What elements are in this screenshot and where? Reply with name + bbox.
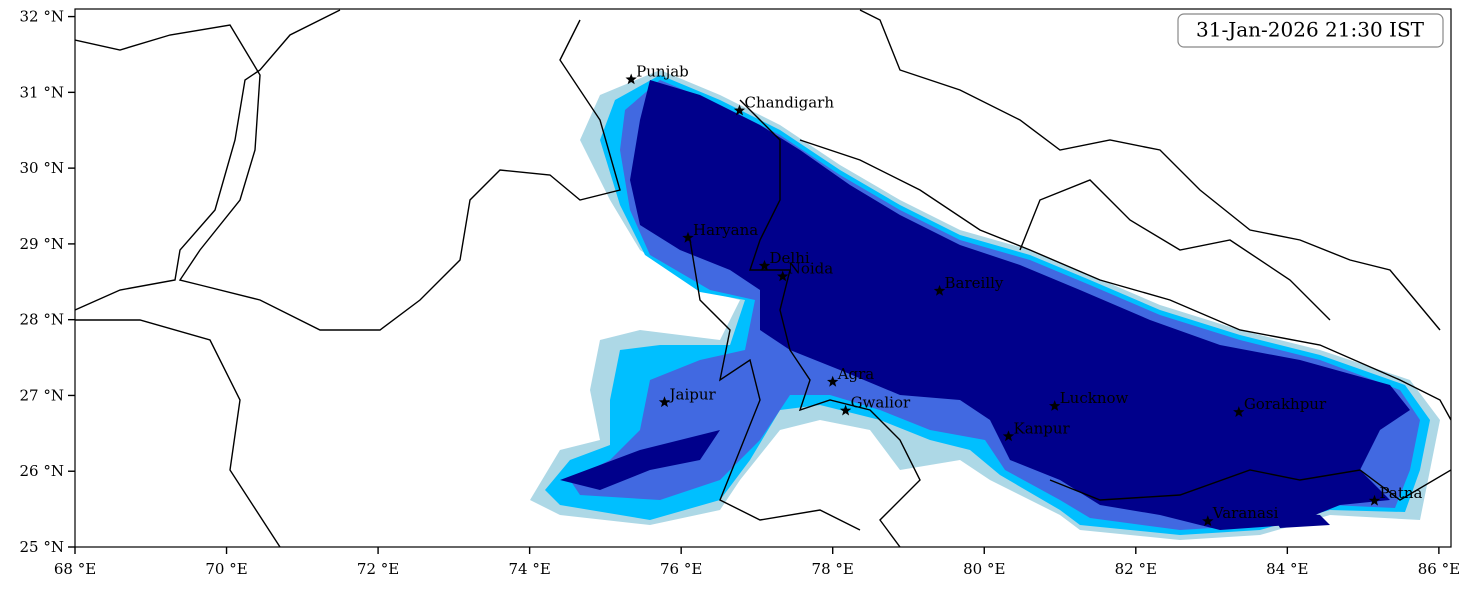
y-tick-label: 32 °N bbox=[20, 8, 64, 26]
precip-heavy bbox=[560, 430, 720, 490]
y-tick-label: 26 °N bbox=[20, 462, 64, 480]
x-tick-label: 76 °E bbox=[660, 560, 702, 578]
city-marker bbox=[839, 404, 852, 416]
border bbox=[75, 9, 341, 311]
city-label: Bareilly bbox=[945, 274, 1004, 292]
city-label: Varanasi bbox=[1212, 504, 1279, 522]
borders bbox=[75, 9, 1451, 547]
border bbox=[689, 239, 861, 531]
timestamp: 31-Jan-2026 21:30 IST bbox=[1196, 18, 1425, 42]
city-marker bbox=[658, 396, 671, 408]
border bbox=[739, 99, 921, 547]
city-label: Noida bbox=[788, 259, 834, 277]
y-tick-label: 25 °N bbox=[20, 538, 64, 556]
city-marker bbox=[1368, 494, 1381, 506]
city-label: Chandigarh bbox=[745, 94, 835, 112]
city-marker bbox=[1049, 400, 1061, 411]
city-label: Agra bbox=[837, 365, 875, 383]
border bbox=[75, 319, 281, 547]
city-marker bbox=[1202, 515, 1214, 527]
map-frame bbox=[74, 8, 1452, 548]
x-tick-label: 70 °E bbox=[205, 560, 247, 578]
x-tick-label: 84 °E bbox=[1266, 560, 1308, 578]
border bbox=[1049, 469, 1451, 501]
x-tick-label: 82 °E bbox=[1115, 560, 1157, 578]
x-tick-label: 80 °E bbox=[963, 560, 1005, 578]
x-tick-label: 72 °E bbox=[357, 560, 399, 578]
city-label: Kanpur bbox=[1013, 419, 1070, 437]
city-label: Patna bbox=[1379, 484, 1422, 502]
y-tick-label: 30 °N bbox=[20, 159, 64, 177]
y-tick-label: 28 °N bbox=[20, 311, 64, 329]
city-label: Jaipur bbox=[667, 385, 716, 403]
city-marker bbox=[625, 73, 637, 85]
border bbox=[799, 139, 1451, 421]
x-tick-label: 78 °E bbox=[812, 560, 854, 578]
city-marker bbox=[933, 284, 946, 296]
city-marker bbox=[827, 375, 839, 387]
border bbox=[75, 19, 621, 331]
city-marker bbox=[733, 104, 746, 116]
y-tick-label: 29 °N bbox=[20, 235, 64, 253]
precip-heavy bbox=[1270, 510, 1330, 528]
city-label: Delhi bbox=[770, 249, 810, 267]
city-label: Gwalior bbox=[851, 394, 911, 412]
city-marker bbox=[1233, 406, 1245, 417]
city-label: Haryana bbox=[693, 221, 758, 239]
border bbox=[859, 9, 1441, 331]
x-tick-label: 68 °E bbox=[54, 560, 96, 578]
city-marker bbox=[1002, 430, 1015, 442]
precipitation bbox=[530, 70, 1440, 540]
y-tick-label: 31 °N bbox=[20, 83, 64, 101]
city-label: Gorakhpur bbox=[1244, 395, 1327, 413]
y-tick-label: 27 °N bbox=[20, 386, 64, 404]
border bbox=[1019, 179, 1331, 321]
city-marker bbox=[777, 270, 789, 282]
x-tick-label: 74 °E bbox=[508, 560, 550, 578]
city-label: Lucknow bbox=[1060, 389, 1129, 407]
city-label: Punjab bbox=[636, 62, 689, 80]
timestamp-box bbox=[1177, 13, 1444, 48]
x-tick-label: 86 °E bbox=[1418, 560, 1460, 578]
city-marker bbox=[682, 231, 694, 243]
city-marker bbox=[758, 259, 771, 271]
precip-heavy bbox=[630, 80, 1410, 530]
